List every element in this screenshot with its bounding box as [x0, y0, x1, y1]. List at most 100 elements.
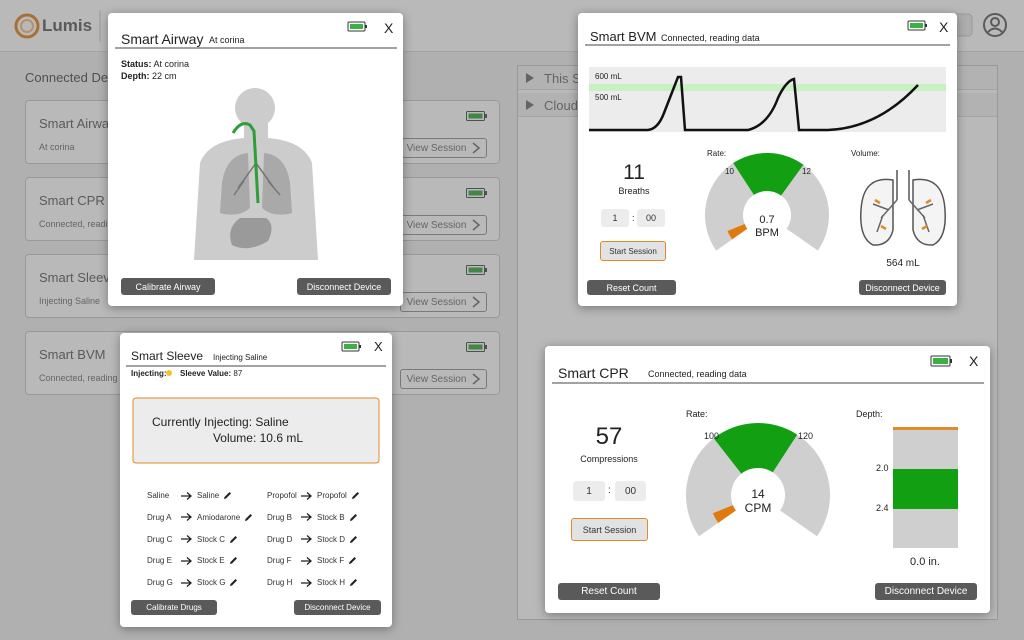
- shape: [472, 373, 481, 385]
- shape: [485, 114, 487, 118]
- shape: [166, 370, 172, 376]
- device-name: Smart CPR: [39, 193, 105, 208]
- arrow: [181, 578, 192, 587]
- drug-to: Stock F: [317, 556, 345, 566]
- drug-from: Drug A: [147, 512, 172, 522]
- drug-to: Saline: [197, 491, 220, 500]
- battery: [466, 342, 487, 352]
- sleeve-graphics: [126, 341, 386, 464]
- shape: [983, 13, 1007, 37]
- label: View Session: [406, 219, 467, 231]
- label: Status:: [121, 59, 152, 69]
- device-status: Connected, reading data: [39, 219, 138, 229]
- shape: [472, 219, 481, 231]
- timer-min[interactable]: 1: [601, 209, 629, 227]
- battery: [466, 265, 487, 275]
- mapping: Drug A Amiodarone: [147, 513, 253, 522]
- shape: [245, 513, 253, 521]
- shape: [485, 268, 487, 272]
- shape: [468, 267, 483, 273]
- device-status: At corina: [39, 142, 75, 152]
- shape: [472, 142, 481, 154]
- volume-label: Volume:: [851, 149, 880, 158]
- close[interactable]: X: [374, 339, 383, 354]
- caret: [526, 73, 534, 83]
- depth-line: Depth: 22 cm: [121, 72, 177, 81]
- modal-subtitle: Connected, reading data: [661, 33, 760, 43]
- close[interactable]: X: [384, 20, 394, 36]
- count: 11: [623, 161, 645, 184]
- button[interactable]: Disconnect Device: [875, 583, 977, 600]
- drug-from: Drug H: [267, 578, 293, 588]
- button[interactable]: Disconnect Device: [297, 278, 391, 295]
- button[interactable]: Disconnect Device: [294, 600, 381, 615]
- gauge-center: [731, 468, 785, 522]
- arrow: [181, 556, 192, 565]
- timer-min[interactable]: 1: [573, 481, 605, 501]
- shape: [468, 190, 483, 196]
- reset-button[interactable]: Reset Count: [558, 583, 660, 600]
- count: 57: [595, 423, 623, 450]
- view-session[interactable]: View Session: [400, 369, 487, 389]
- mapping: Drug B Stock B: [267, 513, 358, 522]
- button[interactable]: Disconnect Device: [859, 280, 946, 295]
- shape: [230, 579, 238, 587]
- arrow: [301, 513, 312, 522]
- drug-to: Stock G: [197, 578, 226, 588]
- shape: [589, 75, 919, 132]
- shape: [262, 153, 292, 215]
- shape: [301, 513, 312, 522]
- mapping: Drug E Stock E: [147, 556, 238, 565]
- shape: [526, 100, 534, 110]
- injecting-label: Injecting:: [131, 369, 167, 378]
- modal-subtitle: At corina: [209, 35, 245, 45]
- drug-from: Propofol: [267, 491, 297, 500]
- shape: [132, 397, 380, 464]
- close[interactable]: X: [969, 353, 979, 369]
- edit: [350, 535, 358, 543]
- value: 22 cm: [152, 71, 177, 81]
- sleeve-value: Sleeve Value: 87: [180, 370, 242, 378]
- airway-modal: Smart Airway At corina X Status: At cori…: [108, 13, 403, 306]
- caret: [526, 100, 534, 110]
- arrow: [301, 491, 312, 500]
- edit: [351, 492, 359, 499]
- bvm-modal: Smart BVM Connected, reading data X 600 …: [578, 13, 957, 306]
- shape: [20, 19, 34, 33]
- gauge-tick: 10: [725, 167, 734, 176]
- close[interactable]: X: [939, 19, 949, 35]
- mapping: Drug D Stock D: [267, 535, 358, 544]
- modal-title: Smart Sleeve: [131, 349, 204, 363]
- shape: [344, 344, 357, 349]
- shape: [925, 24, 927, 27]
- chevron: [472, 219, 481, 231]
- button[interactable]: Calibrate Airway: [121, 278, 215, 295]
- drug-to: Stock B: [317, 512, 345, 522]
- shape: [589, 84, 946, 91]
- edit: [229, 557, 237, 565]
- edit: [350, 579, 358, 587]
- device-name: Smart Airway: [39, 116, 116, 131]
- rate-unit: BPM: [755, 227, 779, 239]
- shape: [860, 178, 894, 246]
- button[interactable]: Calibrate Drugs: [131, 600, 217, 615]
- shape: [301, 578, 312, 587]
- shape: [181, 535, 192, 544]
- drug-from: Drug B: [267, 512, 292, 522]
- chart-label: 600 mL: [595, 72, 622, 81]
- label: View Session: [406, 296, 467, 308]
- mapping: Drug C Stock C: [147, 535, 238, 544]
- gauge-center: [743, 191, 791, 239]
- gauge-tick: 120: [798, 431, 814, 441]
- reset-button[interactable]: Reset Count: [587, 280, 676, 295]
- label: View Session: [406, 373, 467, 385]
- start-button[interactable]: Start Session: [600, 241, 666, 261]
- start-button[interactable]: Start Session: [571, 518, 648, 541]
- gauge-tick: 12: [802, 167, 811, 176]
- timer-sec[interactable]: 00: [637, 209, 665, 227]
- arrow: [181, 491, 192, 500]
- timer-sec[interactable]: 00: [615, 481, 646, 501]
- depth-tick: 2.4: [876, 503, 889, 513]
- gauge-tick: 100: [704, 431, 720, 441]
